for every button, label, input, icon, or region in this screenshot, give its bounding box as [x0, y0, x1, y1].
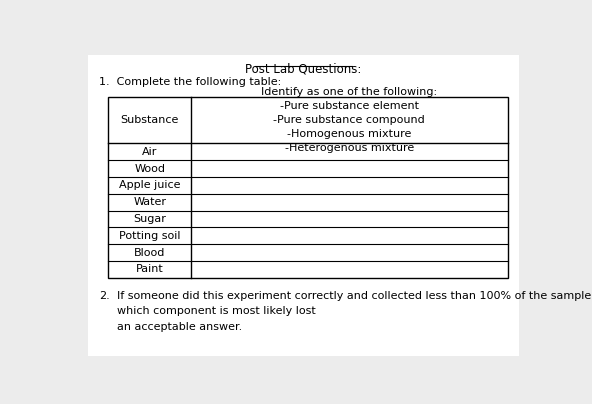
Text: If someone did this experiment correctly and collected less than 100% of the sam: If someone did this experiment correctly… [117, 291, 592, 301]
Bar [108, 97, 507, 278]
Text: Blood: Blood [134, 248, 165, 257]
Text: Paint: Paint [136, 264, 163, 274]
Text: Substance: Substance [121, 115, 179, 125]
Text: Identify as one of the following:
-Pure substance element
-Pure substance compou: Identify as one of the following: -Pure … [261, 87, 437, 153]
Text: Post Lab Questions:: Post Lab Questions: [245, 63, 362, 76]
Text: 2.: 2. [99, 291, 110, 301]
Text: Wood: Wood [134, 164, 165, 174]
Text: 1.  Complete the following table:: 1. Complete the following table: [99, 77, 281, 87]
Text: Potting soil: Potting soil [119, 231, 181, 241]
FancyBboxPatch shape [88, 55, 519, 356]
Text: Air: Air [142, 147, 157, 157]
Text: which component is most likely lost: which component is most likely lost [117, 306, 319, 316]
Text: Apple juice: Apple juice [119, 180, 181, 190]
Text: an acceptable answer.: an acceptable answer. [117, 322, 242, 332]
Text: Water: Water [133, 197, 166, 207]
Text: Sugar: Sugar [133, 214, 166, 224]
